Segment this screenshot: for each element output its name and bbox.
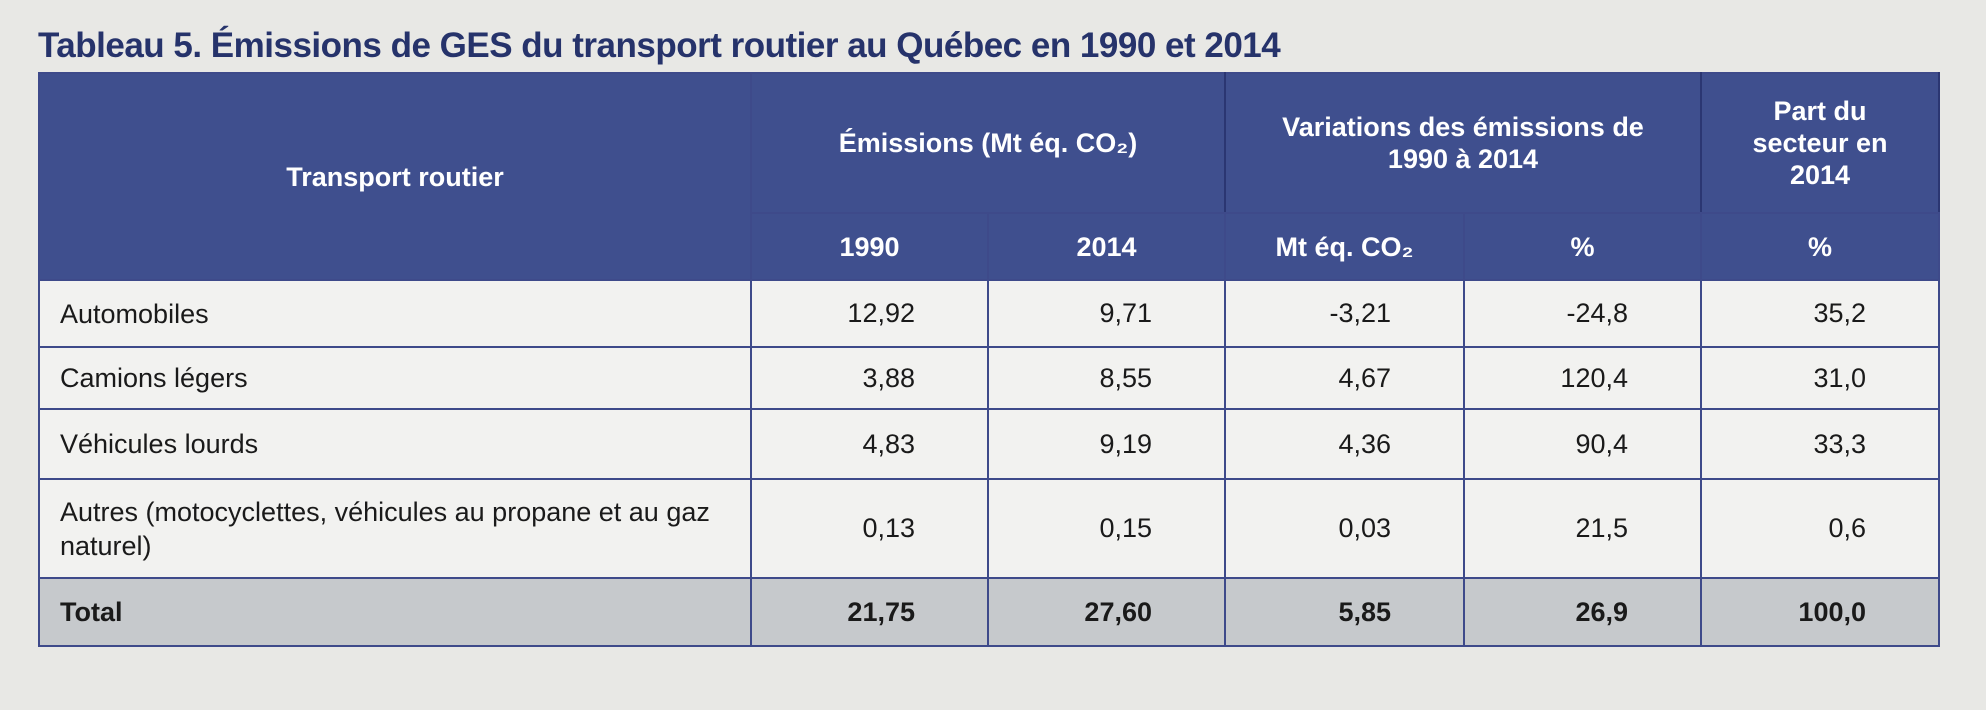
total-value: 21,75 [750, 577, 989, 647]
cell-value: 21,5 [1463, 478, 1702, 579]
cell-value: 90,4 [1463, 408, 1702, 480]
cell-value: -24,8 [1463, 279, 1702, 348]
cell-value: 35,2 [1700, 279, 1940, 348]
column-header: Mt éq. CO₂ [1224, 212, 1465, 281]
cell-value: 120,4 [1463, 346, 1702, 410]
cell-value: -3,21 [1224, 279, 1465, 348]
cell-value: 0,03 [1224, 478, 1465, 579]
total-value: 27,60 [987, 577, 1226, 647]
row-label: Autres (motocyclettes, véhicules au prop… [38, 478, 752, 579]
cell-value: 0,15 [987, 478, 1226, 579]
group-header: Part du secteur en 2014 [1700, 72, 1940, 214]
cell-value: 9,19 [987, 408, 1226, 480]
row-label-header: Transport routier [38, 72, 752, 281]
column-header: % [1463, 212, 1702, 281]
column-header: 2014 [987, 212, 1226, 281]
row-label: Véhicules lourds [38, 408, 752, 480]
cell-value: 31,0 [1700, 346, 1940, 410]
group-header: Variations des émissions de 1990 à 2014 [1224, 72, 1702, 214]
table-row: Automobiles 12,92 9,71 -3,21 -24,8 35,2 [38, 279, 1940, 348]
table-row: Camions légers 3,88 8,55 4,67 120,4 31,0 [38, 346, 1940, 410]
total-label: Total [38, 577, 752, 647]
cell-value: 0,13 [750, 478, 989, 579]
total-value: 26,9 [1463, 577, 1702, 647]
table-row: Autres (motocyclettes, véhicules au prop… [38, 478, 1940, 579]
cell-value: 3,88 [750, 346, 989, 410]
cell-value: 0,6 [1700, 478, 1940, 579]
data-table: Transport routier Émissions (Mt éq. CO₂)… [38, 72, 1940, 647]
row-label: Automobiles [38, 279, 752, 348]
cell-value: 12,92 [750, 279, 989, 348]
cell-value: 9,71 [987, 279, 1226, 348]
table-title: Tableau 5. Émissions de GES du transport… [38, 26, 1281, 65]
table-row: Véhicules lourds 4,83 9,19 4,36 90,4 33,3 [38, 408, 1940, 480]
cell-value: 4,36 [1224, 408, 1465, 480]
total-value: 100,0 [1700, 577, 1940, 647]
column-header: % [1700, 212, 1940, 281]
column-header: 1990 [750, 212, 989, 281]
cell-value: 4,83 [750, 408, 989, 480]
row-label: Camions légers [38, 346, 752, 410]
total-value: 5,85 [1224, 577, 1465, 647]
group-header: Émissions (Mt éq. CO₂) [750, 72, 1226, 214]
cell-value: 4,67 [1224, 346, 1465, 410]
cell-value: 8,55 [987, 346, 1226, 410]
cell-value: 33,3 [1700, 408, 1940, 480]
total-row: Total 21,75 27,60 5,85 26,9 100,0 [38, 577, 1940, 647]
